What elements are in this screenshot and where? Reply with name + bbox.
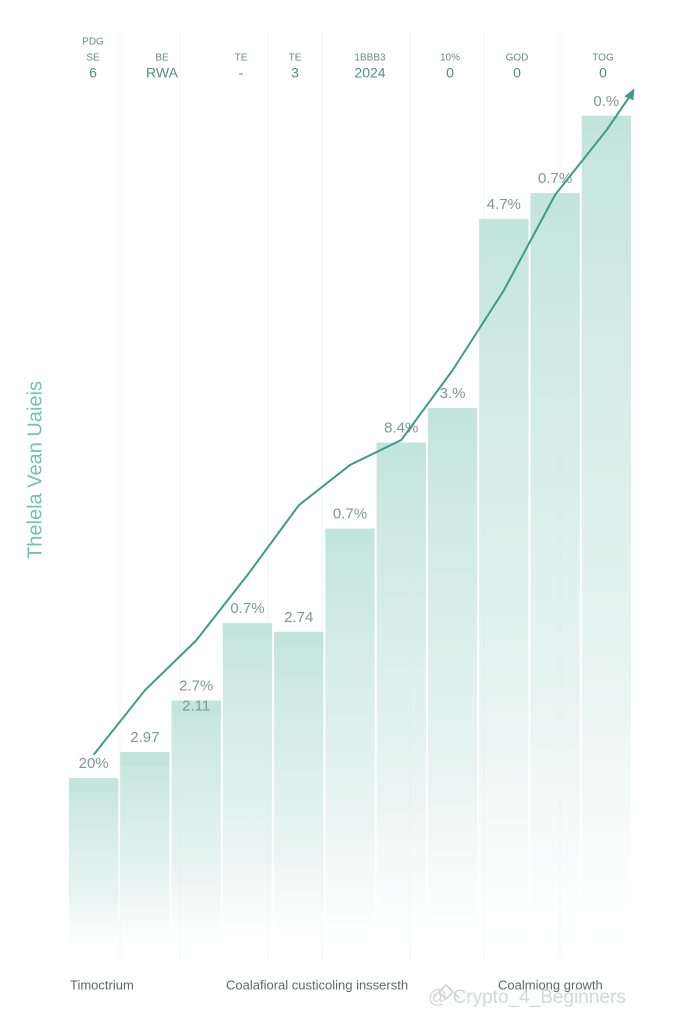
- bar-label: 0.7%: [333, 506, 367, 523]
- bar-cap: [581, 115, 631, 130]
- bar: [222, 623, 273, 950]
- bar-cap: [427, 408, 478, 423]
- bar: [325, 528, 375, 950]
- bar-label: 2.11: [182, 698, 210, 715]
- trend-arrowhead: [624, 88, 635, 101]
- bar-label: 2.74: [284, 609, 313, 626]
- bar-label: 8.4%: [384, 420, 418, 437]
- bar-label: 0.%: [593, 93, 619, 110]
- bar-cap: [69, 778, 119, 792]
- bar-cap: [171, 700, 221, 715]
- bar-cap: [376, 442, 426, 457]
- header-cell: GOD: [506, 53, 529, 64]
- header-cell: 2024: [354, 65, 385, 81]
- header-cell: 0: [513, 65, 521, 81]
- footer-note: Coalafioral custicoling inssersth: [226, 977, 408, 992]
- trend-line: [92, 129, 608, 756]
- header-cell: -: [239, 65, 244, 81]
- bar-cap: [120, 752, 170, 767]
- watermark: @ Crypto_4_Beginners: [428, 987, 626, 1008]
- y-axis-title: Thelela Vean Uaieis: [24, 381, 46, 559]
- bar: [427, 408, 478, 950]
- header-cell: 1BBB3: [354, 53, 386, 64]
- bar-label: 2.97: [130, 729, 159, 746]
- footer-note: Timoctrium: [70, 977, 134, 992]
- header-cell: TE: [235, 53, 248, 64]
- bar-label: 3.%: [440, 385, 466, 402]
- header-cell: PDG: [82, 37, 104, 48]
- header-cell: 0: [446, 65, 454, 81]
- bar-cap: [274, 631, 324, 646]
- trend-line-tip: [605, 94, 632, 131]
- bar: [274, 631, 324, 950]
- header-cell: 0: [599, 65, 607, 81]
- bar-label: 2.7%: [179, 678, 213, 695]
- bar: [120, 752, 170, 950]
- watermark-icon: [432, 983, 460, 1001]
- header-cell: TE: [289, 53, 302, 64]
- bar-label: 0.7%: [230, 600, 264, 617]
- bar-cap: [479, 219, 529, 233]
- header-cell: SE: [86, 53, 100, 64]
- bar: [581, 115, 631, 951]
- header-cell: RWA: [146, 65, 179, 81]
- bar-cap: [530, 193, 580, 208]
- bar-label: 4.7%: [487, 196, 521, 213]
- bar: [479, 219, 529, 950]
- bar-cap: [325, 528, 375, 543]
- bar-label: 20%: [79, 755, 109, 772]
- header-cell: BE: [155, 53, 169, 64]
- header-cell: 6: [89, 65, 97, 81]
- bar: [376, 442, 426, 950]
- bar: [69, 778, 119, 950]
- bar: [530, 193, 580, 950]
- footer-note: Coalmiong growth: [498, 977, 603, 992]
- header-cell: 3: [291, 65, 299, 81]
- header-cell: TOG: [592, 53, 614, 64]
- bar-cap: [222, 623, 273, 638]
- header-cell: 10%: [440, 53, 460, 64]
- bar: [171, 700, 221, 950]
